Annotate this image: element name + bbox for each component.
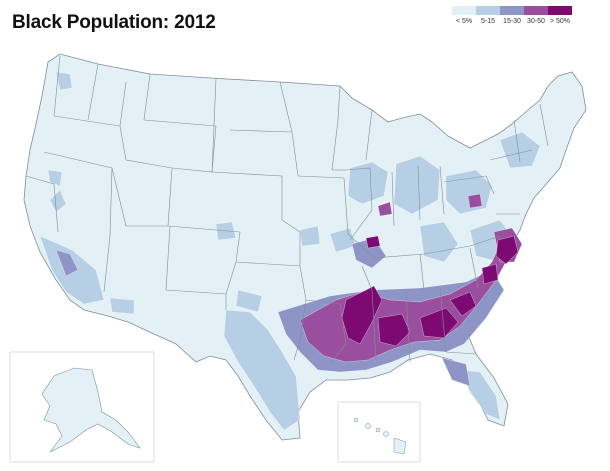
legend-label-lt5: < 5% — [455, 18, 473, 25]
state-borders — [25, 55, 549, 365]
legend-swatch-5-15 — [476, 6, 500, 15]
map-title: Black Population: 2012 — [12, 12, 216, 33]
legend-swatch-15-30 — [500, 6, 524, 15]
legend-swatch-gt50 — [548, 6, 572, 15]
hawaii-islands — [353, 417, 407, 455]
legend-label-5-15: 5-15 — [480, 18, 495, 25]
alaska-shape — [41, 367, 141, 453]
legend: < 5% 5-15 15-30 30-50 > 50% — [452, 6, 572, 36]
legend-label-gt50: > 50% — [549, 18, 571, 25]
legend-label-30-50: 30-50 — [527, 18, 545, 25]
legend-swatch-30-50 — [524, 6, 548, 15]
legend-swatch-lt5 — [452, 6, 476, 15]
county-shading — [39, 71, 541, 431]
legend-label-15-30: 15-30 — [503, 18, 521, 25]
